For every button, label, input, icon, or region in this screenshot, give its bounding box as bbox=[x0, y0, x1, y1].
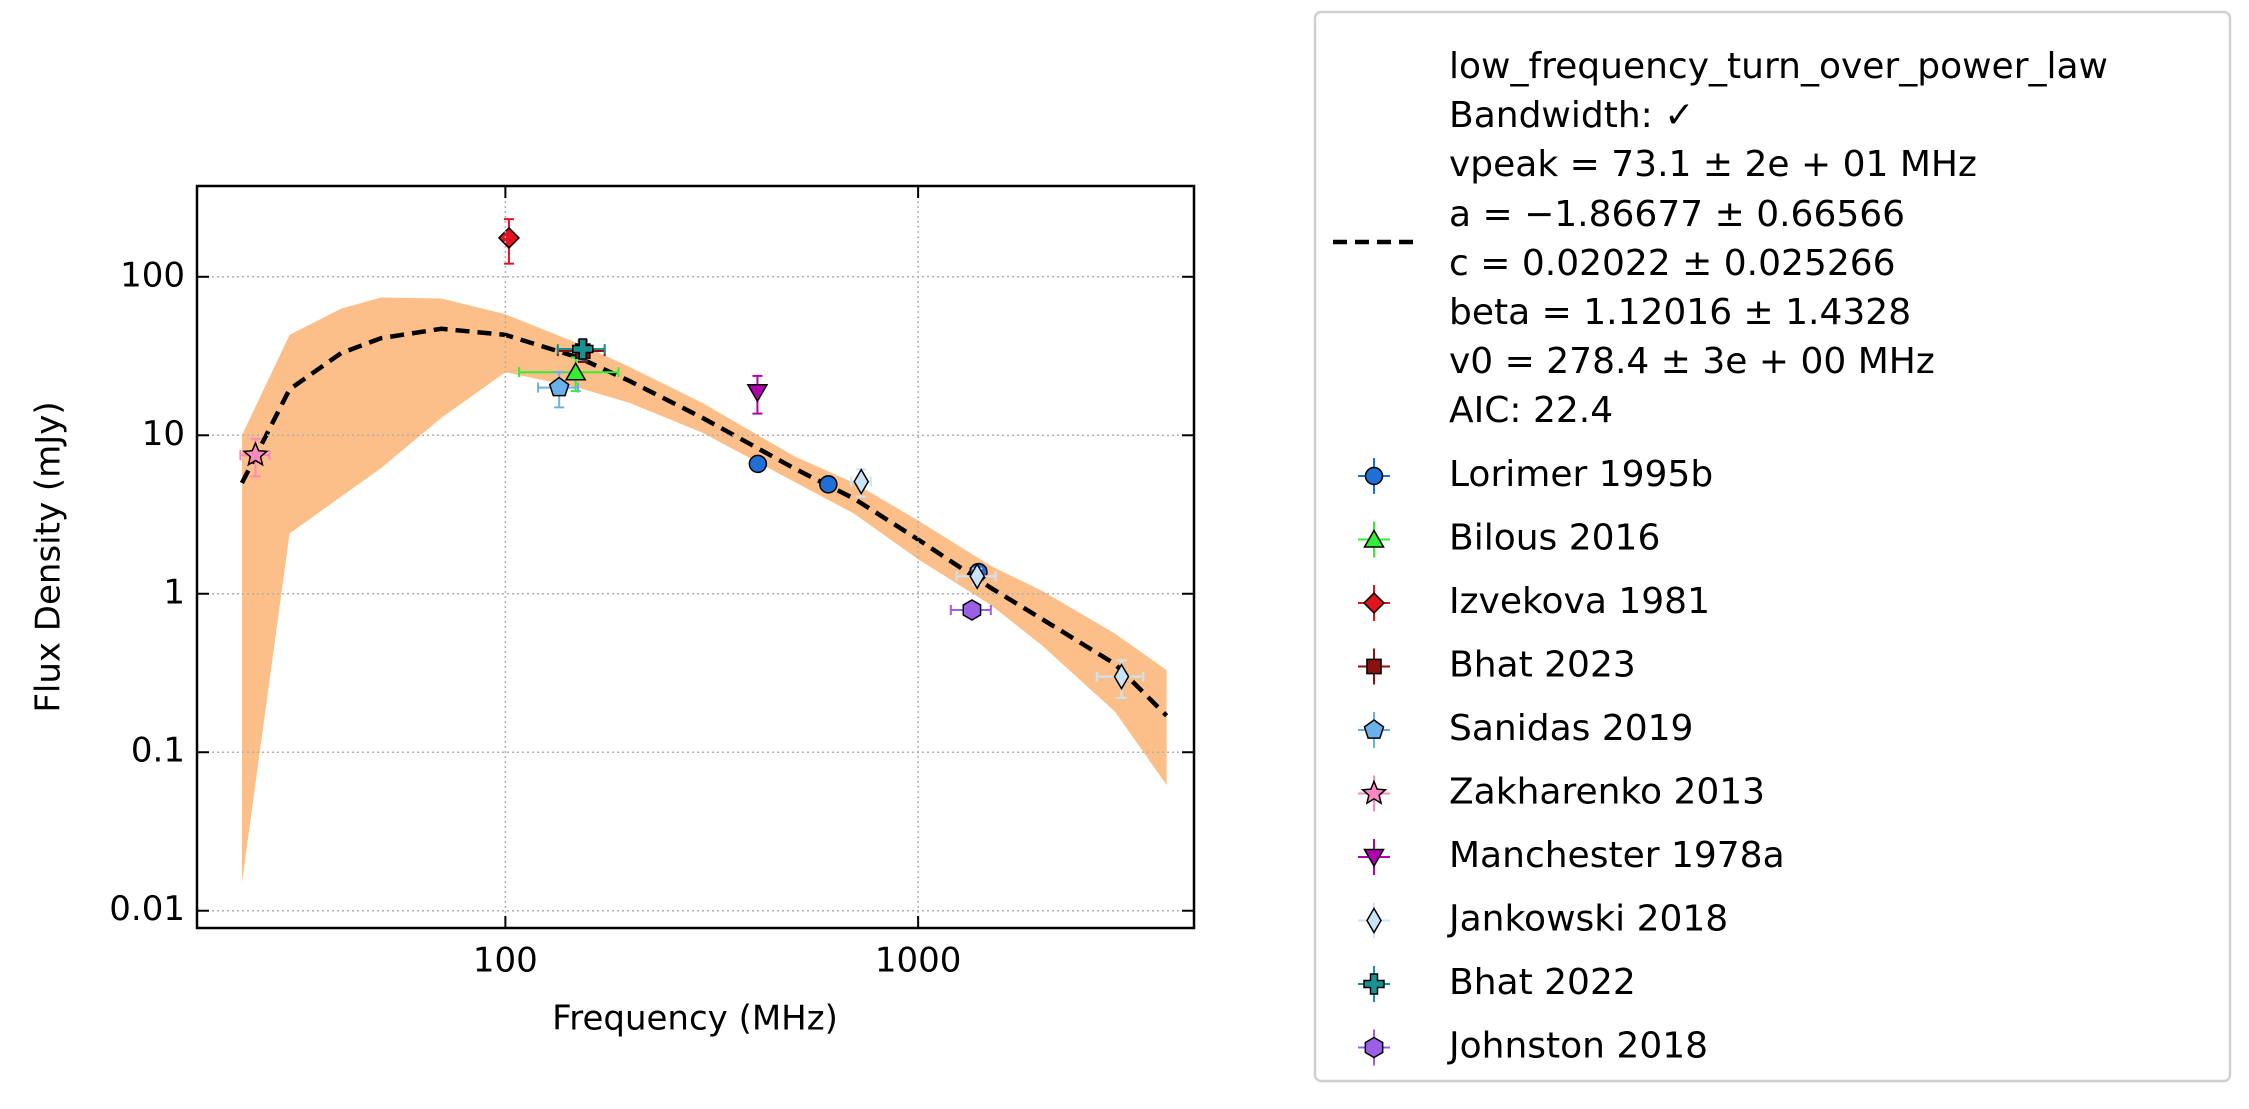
marker bbox=[242, 441, 269, 467]
legend-marker bbox=[1363, 848, 1385, 868]
legend: low_frequency_turn_over_power_law Bandwid… bbox=[1333, 46, 2108, 1067]
legend-marker bbox=[1363, 973, 1385, 995]
legend-label: v0 = 278.4 ± 3e + 00 MHz bbox=[1449, 341, 1935, 382]
marker bbox=[746, 383, 769, 403]
y-tick-label: 10 bbox=[142, 414, 185, 454]
legend-marker bbox=[1364, 1036, 1384, 1059]
legend-label: Bhat 2022 bbox=[1449, 962, 1636, 1003]
legend-label: low_frequency_turn_over_power_law bbox=[1449, 46, 2108, 87]
fit-line bbox=[239, 326, 1169, 718]
legend-label: Johnston 2018 bbox=[1447, 1026, 1708, 1067]
marker bbox=[819, 475, 838, 494]
x-tick-label: 1000 bbox=[875, 941, 962, 981]
legend-label: Zakharenko 2013 bbox=[1449, 772, 1765, 813]
legend-label: a = −1.86677 ± 0.66566 bbox=[1449, 194, 1905, 235]
fit-band bbox=[241, 297, 1167, 883]
y-tick-label: 0.1 bbox=[131, 731, 185, 771]
legend-label: Sanidas 2019 bbox=[1449, 708, 1693, 749]
legend-marker bbox=[1360, 779, 1388, 805]
legend-label: Bilous 2016 bbox=[1449, 518, 1660, 559]
legend-marker bbox=[1366, 658, 1382, 675]
x-axis-label: Frequency (MHz) bbox=[552, 999, 838, 1039]
legend-label: AIC: 22.4 bbox=[1449, 390, 1613, 431]
marker bbox=[853, 468, 870, 496]
marker bbox=[969, 562, 986, 590]
legend-marker bbox=[1364, 466, 1384, 486]
marker bbox=[564, 361, 587, 381]
y-tick-label: 100 bbox=[120, 255, 185, 295]
plot-frame bbox=[195, 184, 1196, 930]
legend-label: c = 0.02022 ± 0.025266 bbox=[1449, 243, 1896, 284]
legend-label: Jankowski 2018 bbox=[1447, 899, 1728, 940]
marker bbox=[572, 338, 594, 360]
marker bbox=[748, 454, 768, 474]
marker bbox=[497, 226, 520, 249]
legend-marker bbox=[1363, 528, 1385, 548]
legend-label: Bandwidth: ✓ bbox=[1449, 95, 1694, 136]
legend-label: Izvekova 1981 bbox=[1449, 581, 1710, 622]
plot-area bbox=[239, 218, 1169, 883]
legend-marker bbox=[1362, 591, 1386, 615]
y-tick-label: 0.01 bbox=[109, 889, 185, 929]
legend-label: beta = 1.12016 ± 1.4328 bbox=[1449, 292, 1911, 333]
marker bbox=[962, 599, 982, 621]
legend-marker bbox=[1366, 907, 1382, 934]
y-axis-label: Flux Density (mJy) bbox=[29, 401, 69, 712]
x-tick-label: 100 bbox=[473, 941, 538, 981]
legend-label: Lorimer 1995b bbox=[1449, 454, 1713, 495]
marker bbox=[548, 376, 570, 397]
legend-label: Bhat 2023 bbox=[1449, 645, 1636, 686]
legend-marker bbox=[1363, 719, 1385, 739]
marker bbox=[1113, 663, 1130, 691]
legend-label: vpeak = 73.1 ± 2e + 01 MHz bbox=[1449, 144, 1977, 185]
legend-label: Manchester 1978a bbox=[1449, 835, 1785, 876]
legend-box bbox=[1313, 10, 2232, 1083]
y-tick-label: 1 bbox=[163, 572, 185, 612]
